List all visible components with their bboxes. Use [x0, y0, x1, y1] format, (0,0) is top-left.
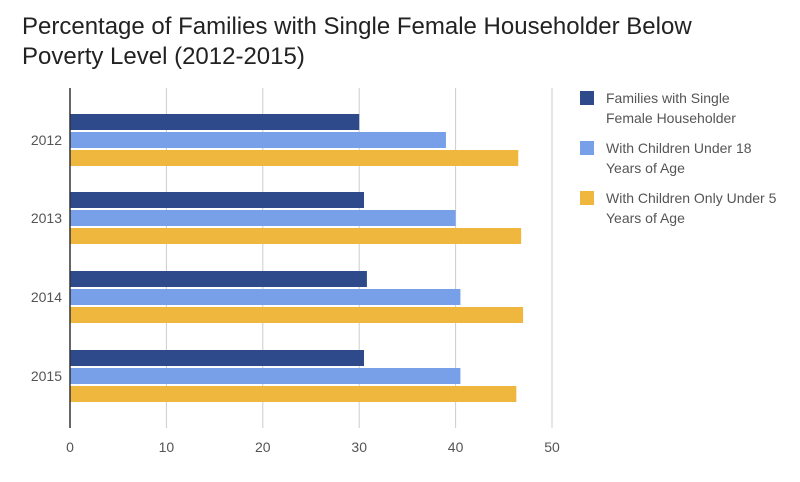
y-tick-label: 2012	[31, 132, 62, 148]
x-tick-label: 0	[66, 439, 74, 455]
legend-label-line-1: With Children Under 18	[606, 140, 752, 156]
legend-item-under-5: With Children Only Under 5 Years of Age	[580, 188, 795, 228]
chart-title-line-2: Poverty Level (2012-2015)	[22, 43, 305, 70]
legend-label-line-2: Female Householder	[606, 110, 736, 126]
bar	[70, 368, 461, 384]
chart-title: Percentage of Families with Single Femal…	[22, 12, 722, 72]
bars	[70, 114, 524, 402]
legend-label-line-2: Years of Age	[606, 210, 685, 226]
bar	[70, 210, 456, 226]
legend-item-single-female: Families with Single Female Householder	[580, 88, 795, 128]
legend-label-line-1: With Children Only Under 5	[606, 190, 777, 206]
y-tick-label: 2015	[31, 368, 62, 384]
chart-title-line-1: Percentage of Families with Single Femal…	[22, 13, 692, 40]
bar	[70, 150, 519, 166]
x-tick-label: 50	[544, 439, 560, 455]
bar	[70, 228, 522, 244]
x-tick-label: 20	[255, 439, 271, 455]
legend: Families with Single Female Householder …	[580, 88, 795, 238]
x-tick-labels: 0 10 20 30 40 50	[66, 439, 560, 455]
bar	[70, 132, 446, 148]
x-tick-label: 10	[159, 439, 175, 455]
x-tick-label: 40	[448, 439, 464, 455]
legend-label-line-2: Years of Age	[606, 160, 685, 176]
y-tick-labels: 2012 2013 2014 2015	[31, 132, 62, 384]
bar	[70, 307, 524, 323]
legend-item-under-18: With Children Under 18 Years of Age	[580, 138, 795, 178]
y-tick-label: 2014	[31, 289, 62, 305]
bar	[70, 350, 365, 366]
bar	[70, 192, 365, 208]
legend-label-line-1: Families with Single	[606, 90, 730, 106]
y-tick-label: 2013	[31, 210, 62, 226]
bar	[70, 271, 367, 287]
bar	[70, 289, 461, 305]
bar	[70, 386, 517, 402]
legend-swatch-under-18	[580, 141, 594, 155]
bar	[70, 114, 360, 130]
legend-swatch-under-5	[580, 191, 594, 205]
x-tick-label: 30	[351, 439, 367, 455]
legend-swatch-single-female	[580, 91, 594, 105]
